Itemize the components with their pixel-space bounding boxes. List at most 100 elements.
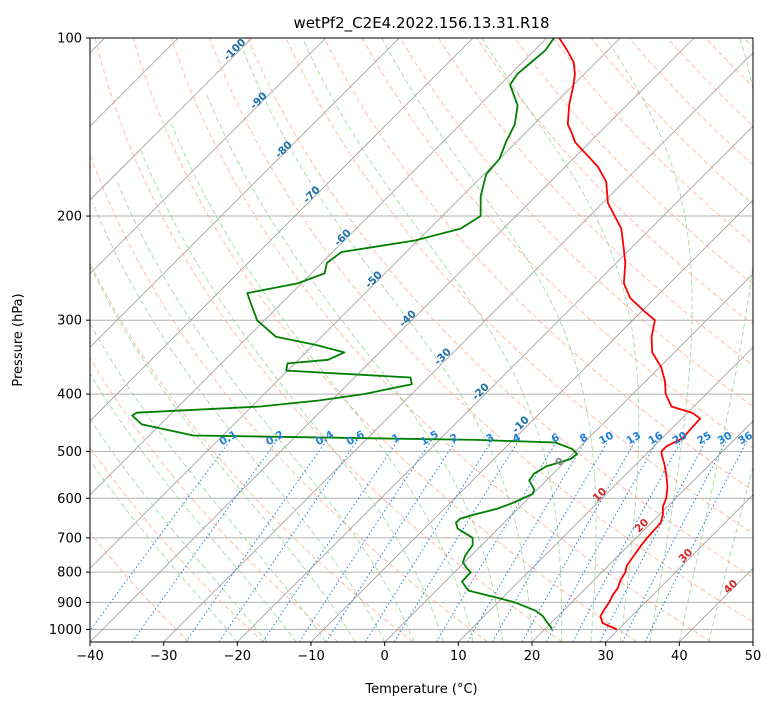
mixing-ratio-label: 1.5 (419, 429, 441, 449)
x-tick-label: −10 (297, 649, 324, 664)
dry-adiabat-line (247, 38, 753, 578)
dry-adiabat-line (90, 446, 264, 642)
dry-adiabat-label: -60 (332, 227, 354, 249)
dry-adiabat-line (209, 38, 753, 623)
isotherm-line (90, 38, 621, 569)
moist-adiabat-line (708, 465, 753, 642)
mixing-ratio-line (599, 440, 707, 642)
dry-adiabat-line (170, 38, 712, 642)
mixing-ratio-line (644, 440, 748, 642)
moist-adiabat-line (301, 38, 563, 642)
mixing-ratio-line (262, 440, 399, 642)
plot-frame (89, 37, 754, 643)
y-tick-label: 400 (57, 388, 82, 403)
chart-title: wetPf2_C2E4.2022.156.13.31.R18 (293, 14, 549, 33)
dry-adiabat-label: -30 (432, 346, 454, 368)
mixing-ratio-line (90, 440, 231, 632)
dry-adiabat-line (90, 261, 414, 642)
isotherm-line (752, 641, 753, 642)
dry-adiabat-label: -50 (363, 269, 385, 291)
isotherm-line (90, 38, 179, 127)
dry-adiabat-label: 0 (553, 455, 567, 469)
isotherm-line (90, 38, 400, 348)
y-tick-label: 500 (57, 445, 82, 460)
y-tick-label: 900 (57, 596, 82, 611)
isotherm-line (605, 494, 753, 642)
dry-adiabat-label: 30 (676, 546, 695, 565)
moist-adiabat-line (116, 181, 415, 642)
dry-adiabat-label: -40 (397, 308, 419, 330)
isotherm-line (90, 38, 474, 422)
dry-adiabat-line (438, 38, 753, 366)
dry-adiabat-label: -100 (221, 36, 248, 63)
dry-adiabat-line (361, 38, 753, 449)
dry-adiabat-line (285, 38, 753, 535)
mixing-ratio-line (325, 440, 457, 642)
isotherm-line (531, 420, 753, 642)
isotherm-line (679, 567, 753, 642)
dry-adiabat-line (514, 38, 753, 285)
dry-adiabat-label: -20 (470, 381, 492, 403)
isotherm-line (237, 125, 753, 642)
mixing-ratio-line (298, 440, 432, 642)
mixing-ratio-label: 20 (671, 430, 690, 448)
moist-adiabat-line (90, 264, 356, 642)
mixing-ratio-label: 10 (597, 430, 616, 448)
y-tick-label: 200 (57, 210, 82, 225)
mixing-ratio-line (364, 440, 493, 642)
isotherm-line (90, 38, 695, 642)
x-tick-label: 0 (381, 649, 389, 664)
mixing-ratio-line (545, 440, 658, 642)
isotherm-line (90, 38, 547, 496)
dry-adiabat-line (705, 38, 753, 88)
dry-adiabat-label: -70 (301, 184, 323, 206)
mixing-ratio-label: 16 (646, 430, 665, 448)
x-tick-label: 40 (671, 649, 688, 664)
y-tick-label: 1000 (49, 623, 82, 638)
dry-adiabat-line (90, 531, 190, 642)
dry-adiabat-label: 20 (632, 516, 651, 535)
moist-adiabat-line (678, 38, 753, 642)
y-tick-label: 100 (57, 32, 82, 47)
dewpoint-line (131, 38, 578, 630)
mixing-ratio-line (521, 440, 636, 642)
moist-adiabat-line (90, 373, 297, 642)
moist-adiabats (90, 38, 753, 642)
dry-adiabat-line (94, 38, 563, 642)
dry-adiabat-line (90, 357, 339, 642)
dry-adiabat-label: -90 (248, 90, 270, 112)
x-tick-label: 30 (597, 649, 614, 664)
dry-adiabat-line (399, 38, 753, 407)
moist-adiabat-line (481, 38, 640, 642)
mixing-ratio-line (393, 440, 519, 642)
mixing-ratio-line (185, 440, 327, 642)
isotherm-line (90, 38, 253, 201)
y-tick-label: 700 (57, 531, 82, 546)
isotherm-line (384, 273, 753, 642)
x-tick-label: 10 (450, 649, 467, 664)
moist-adiabat-line (90, 418, 268, 642)
mixing-ratio-label: 25 (695, 430, 714, 448)
mixing-ratio-label: 0.1 (217, 429, 239, 449)
x-axis-label: Temperature (°C) (364, 682, 477, 697)
mixing-ratio-line (131, 440, 278, 642)
mixing-ratio-line (467, 440, 586, 642)
moist-adiabat-line (92, 202, 386, 642)
mixing-ratio-line (491, 440, 609, 642)
x-tick-label: −20 (224, 649, 251, 664)
isotherms (90, 38, 753, 642)
mixing-ratio-label: 2 (448, 431, 460, 445)
mixing-ratio-label: 36 (736, 430, 755, 448)
dry-adiabat-line (323, 38, 753, 492)
mixing-ratio-label: 13 (624, 430, 643, 448)
x-tick-label: −30 (150, 649, 177, 664)
isotherm-line (163, 52, 753, 642)
temperature-line (558, 38, 702, 631)
dry-adiabat-label: 10 (590, 485, 609, 504)
mixing-ratio-line (435, 440, 558, 642)
mixing-ratio-label: 30 (716, 430, 735, 448)
mixing-ratio-label: 3 (484, 431, 496, 445)
y-tick-label: 800 (57, 566, 82, 581)
dry-adiabat-label: -80 (273, 139, 295, 161)
